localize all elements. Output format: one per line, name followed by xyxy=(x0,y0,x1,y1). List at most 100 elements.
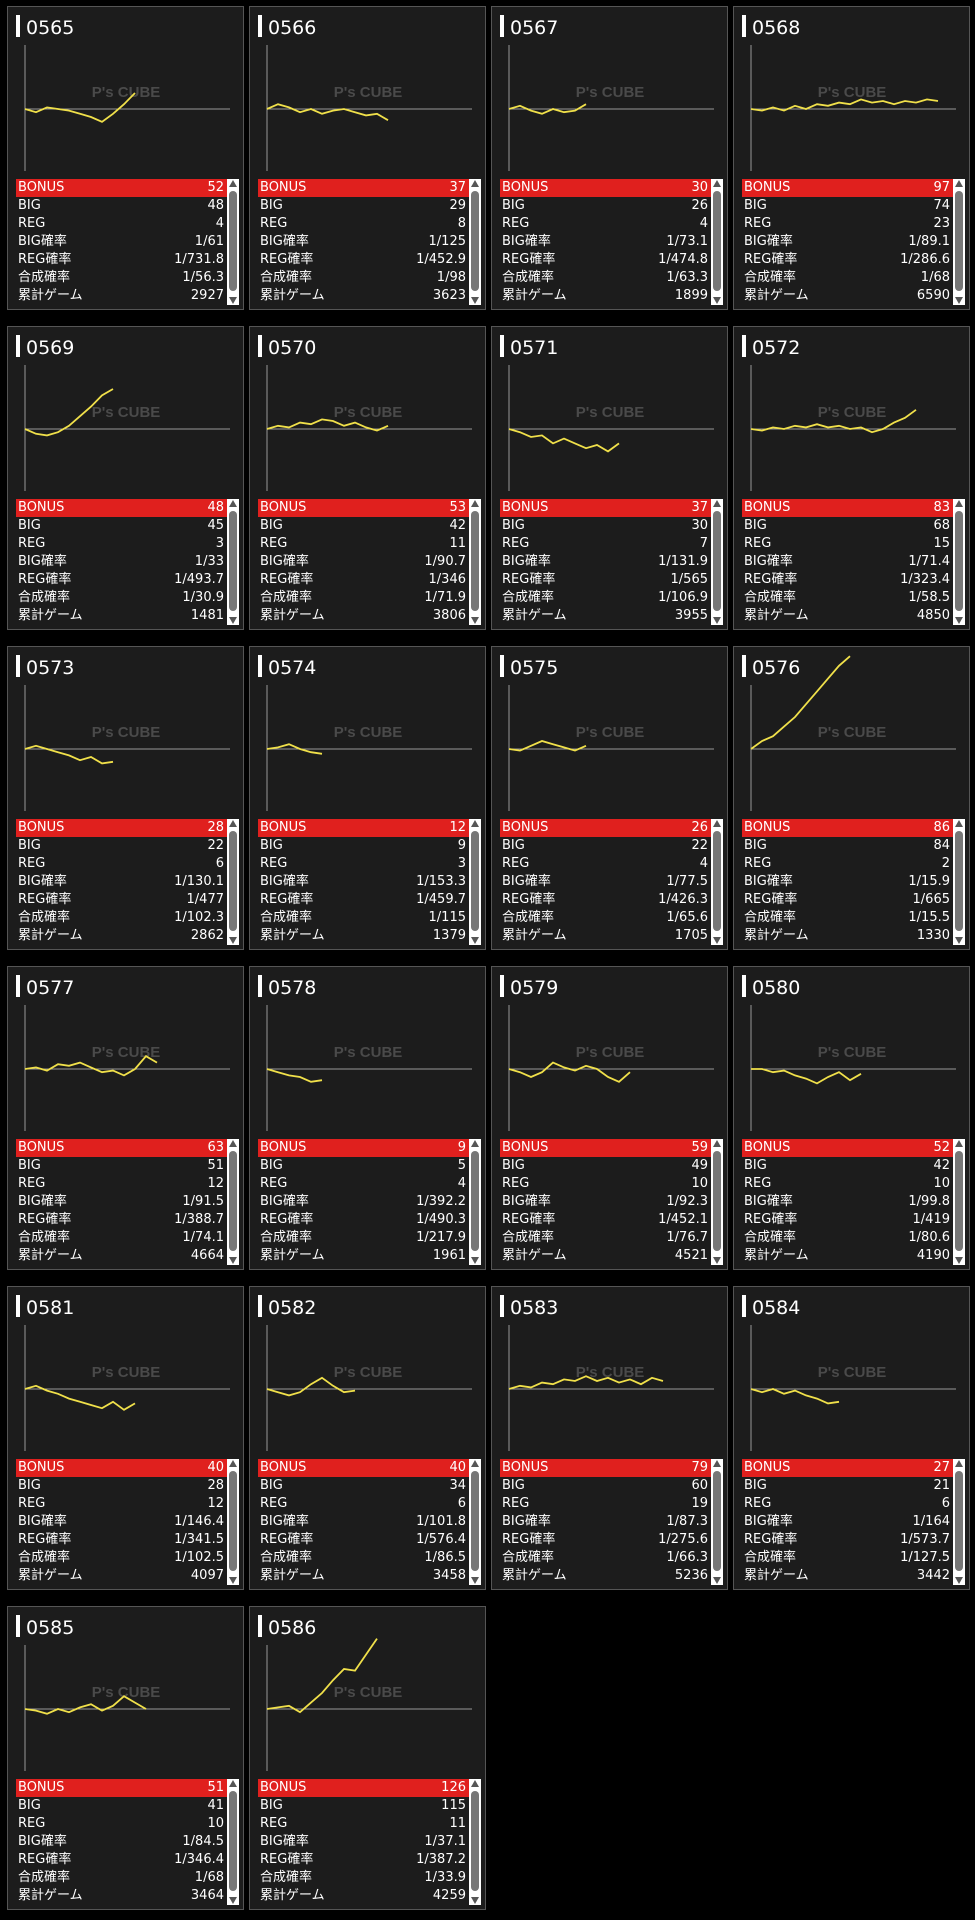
scroll-down-icon[interactable] xyxy=(713,937,721,944)
scroll-up-icon[interactable] xyxy=(229,180,237,187)
machine-card[interactable]: P's CUBE 0566 BONUS 37 BIG 29 REG 8 BIG確率 1/125 RE… xyxy=(249,6,486,310)
machine-card[interactable]: P's CUBE 0586 BONUS 126 BIG 115 REG 11 BIG確率 1/37… xyxy=(249,1606,486,1910)
scroll-thumb[interactable] xyxy=(471,1791,479,1891)
scroll-down-icon[interactable] xyxy=(229,937,237,944)
machine-card[interactable]: P's CUBE 0583 BONUS 79 BIG 60 REG 19 BIG確率 1/87.3… xyxy=(491,1286,728,1590)
scroll-down-icon[interactable] xyxy=(229,617,237,624)
scroll-down-icon[interactable] xyxy=(955,1577,963,1584)
machine-card[interactable]: P's CUBE 0569 BONUS 48 BIG 45 REG 3 BIG確率 1/33 REG… xyxy=(7,326,244,630)
scroll-thumb[interactable] xyxy=(229,511,237,611)
machine-card[interactable]: P's CUBE 0577 BONUS 63 BIG 51 REG 12 BIG確率 1/91.5… xyxy=(7,966,244,1270)
scroll-down-icon[interactable] xyxy=(229,1257,237,1264)
scroll-thumb[interactable] xyxy=(713,1471,721,1571)
scroll-thumb[interactable] xyxy=(471,191,479,291)
machine-card[interactable]: P's CUBE 0575 BONUS 26 BIG 22 REG 4 BIG確率 1/77.5 R… xyxy=(491,646,728,950)
stats-scrollbar[interactable] xyxy=(227,1779,239,1905)
scroll-thumb[interactable] xyxy=(713,191,721,291)
scroll-down-icon[interactable] xyxy=(955,617,963,624)
scroll-thumb[interactable] xyxy=(471,511,479,611)
stats-scrollbar[interactable] xyxy=(953,1459,965,1585)
scroll-up-icon[interactable] xyxy=(471,1780,479,1787)
scroll-thumb[interactable] xyxy=(713,1151,721,1251)
scroll-thumb[interactable] xyxy=(471,831,479,931)
scroll-thumb[interactable] xyxy=(955,831,963,931)
scroll-up-icon[interactable] xyxy=(713,180,721,187)
scroll-up-icon[interactable] xyxy=(471,1140,479,1147)
scroll-down-icon[interactable] xyxy=(713,617,721,624)
scroll-up-icon[interactable] xyxy=(713,820,721,827)
machine-card[interactable]: P's CUBE 0565 BONUS 52 BIG 48 REG 4 BIG確率 1/61 REG… xyxy=(7,6,244,310)
stats-scrollbar[interactable] xyxy=(953,819,965,945)
scroll-up-icon[interactable] xyxy=(229,1460,237,1467)
scroll-up-icon[interactable] xyxy=(471,500,479,507)
stats-scrollbar[interactable] xyxy=(227,819,239,945)
scroll-down-icon[interactable] xyxy=(229,1897,237,1904)
scroll-down-icon[interactable] xyxy=(471,617,479,624)
scroll-thumb[interactable] xyxy=(229,191,237,291)
stats-scrollbar[interactable] xyxy=(469,1139,481,1265)
machine-card[interactable]: P's CUBE 0567 BONUS 30 BIG 26 REG 4 BIG確率 1/73.1 R… xyxy=(491,6,728,310)
machine-card[interactable]: P's CUBE 0571 BONUS 37 BIG 30 REG 7 BIG確率 1/131.9… xyxy=(491,326,728,630)
stats-scrollbar[interactable] xyxy=(469,1779,481,1905)
stats-scrollbar[interactable] xyxy=(469,179,481,305)
machine-card[interactable]: P's CUBE 0573 BONUS 28 BIG 22 REG 6 BIG確率 1/130.1… xyxy=(7,646,244,950)
scroll-up-icon[interactable] xyxy=(229,500,237,507)
stats-scrollbar[interactable] xyxy=(711,1459,723,1585)
scroll-up-icon[interactable] xyxy=(955,820,963,827)
scroll-down-icon[interactable] xyxy=(955,1257,963,1264)
scroll-up-icon[interactable] xyxy=(713,500,721,507)
scroll-down-icon[interactable] xyxy=(471,297,479,304)
scroll-up-icon[interactable] xyxy=(713,1140,721,1147)
scroll-thumb[interactable] xyxy=(713,831,721,931)
machine-card[interactable]: P's CUBE 0570 BONUS 53 BIG 42 REG 11 BIG確率 1/90.7… xyxy=(249,326,486,630)
scroll-thumb[interactable] xyxy=(955,1151,963,1251)
stats-scrollbar[interactable] xyxy=(953,499,965,625)
scroll-thumb[interactable] xyxy=(229,831,237,931)
scroll-up-icon[interactable] xyxy=(471,180,479,187)
scroll-up-icon[interactable] xyxy=(471,1460,479,1467)
machine-card[interactable]: P's CUBE 0581 BONUS 40 BIG 28 REG 12 BIG確率 1/146.… xyxy=(7,1286,244,1590)
scroll-thumb[interactable] xyxy=(713,511,721,611)
scroll-thumb[interactable] xyxy=(955,191,963,291)
machine-card[interactable]: P's CUBE 0574 BONUS 12 BIG 9 REG 3 BIG確率 1/153.3 R… xyxy=(249,646,486,950)
scroll-down-icon[interactable] xyxy=(471,1257,479,1264)
scroll-down-icon[interactable] xyxy=(471,937,479,944)
scroll-down-icon[interactable] xyxy=(713,1257,721,1264)
scroll-up-icon[interactable] xyxy=(471,820,479,827)
stats-scrollbar[interactable] xyxy=(227,179,239,305)
scroll-up-icon[interactable] xyxy=(229,820,237,827)
stats-scrollbar[interactable] xyxy=(711,499,723,625)
scroll-up-icon[interactable] xyxy=(955,1140,963,1147)
stats-scrollbar[interactable] xyxy=(711,819,723,945)
scroll-thumb[interactable] xyxy=(229,1791,237,1891)
machine-card[interactable]: P's CUBE 0568 BONUS 97 BIG 74 REG 23 BIG確率 1/89.1… xyxy=(733,6,970,310)
machine-card[interactable]: P's CUBE 0580 BONUS 52 BIG 42 REG 10 BIG確率 1/99.8… xyxy=(733,966,970,1270)
stats-scrollbar[interactable] xyxy=(953,1139,965,1265)
stats-scrollbar[interactable] xyxy=(469,819,481,945)
scroll-down-icon[interactable] xyxy=(229,1577,237,1584)
machine-card[interactable]: P's CUBE 0582 BONUS 40 BIG 34 REG 6 BIG確率 1/101.8… xyxy=(249,1286,486,1590)
scroll-thumb[interactable] xyxy=(471,1151,479,1251)
scroll-thumb[interactable] xyxy=(955,1471,963,1571)
scroll-down-icon[interactable] xyxy=(471,1577,479,1584)
machine-card[interactable]: P's CUBE 0578 BONUS 9 BIG 5 REG 4 BIG確率 1/392.2 RE… xyxy=(249,966,486,1270)
stats-scrollbar[interactable] xyxy=(469,1459,481,1585)
scroll-up-icon[interactable] xyxy=(955,1460,963,1467)
scroll-up-icon[interactable] xyxy=(229,1780,237,1787)
stats-scrollbar[interactable] xyxy=(227,1459,239,1585)
scroll-down-icon[interactable] xyxy=(229,297,237,304)
machine-card[interactable]: P's CUBE 0579 BONUS 59 BIG 49 REG 10 BIG確率 1/92.3… xyxy=(491,966,728,1270)
scroll-up-icon[interactable] xyxy=(229,1140,237,1147)
scroll-down-icon[interactable] xyxy=(955,297,963,304)
stats-scrollbar[interactable] xyxy=(953,179,965,305)
scroll-down-icon[interactable] xyxy=(713,1577,721,1584)
scroll-down-icon[interactable] xyxy=(713,297,721,304)
stats-scrollbar[interactable] xyxy=(711,1139,723,1265)
machine-card[interactable]: P's CUBE 0576 BONUS 86 BIG 84 REG 2 BIG確率 1/15.9 R… xyxy=(733,646,970,950)
scroll-thumb[interactable] xyxy=(955,511,963,611)
scroll-down-icon[interactable] xyxy=(471,1897,479,1904)
scroll-down-icon[interactable] xyxy=(955,937,963,944)
stats-scrollbar[interactable] xyxy=(711,179,723,305)
scroll-thumb[interactable] xyxy=(229,1151,237,1251)
scroll-up-icon[interactable] xyxy=(955,500,963,507)
